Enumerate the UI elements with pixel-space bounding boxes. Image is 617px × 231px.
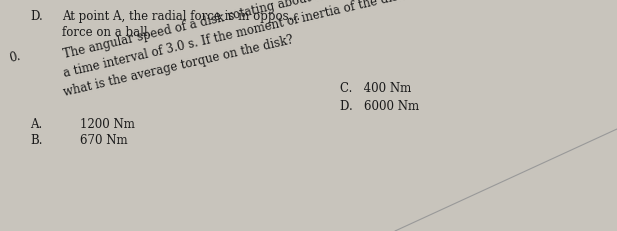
Text: A.: A. [30,118,42,131]
Text: force on a ball.: force on a ball. [62,26,151,39]
Text: D.: D. [30,10,43,23]
Text: what is the average torque on the disk?: what is the average torque on the disk? [62,33,295,98]
Text: The angular speed of a disk rotating about its axis increases by 2000 rad/s in: The angular speed of a disk rotating abo… [62,0,513,60]
Text: 0.: 0. [8,49,22,64]
Text: 1200 Nm: 1200 Nm [80,118,135,131]
Text: At point A, the radial force is in oppos…: At point A, the radial force is in oppos… [62,10,300,23]
Text: a time interval of 3.0 s. If the moment of inertia of the disk is 0.6 kg m²,: a time interval of 3.0 s. If the moment … [62,0,482,79]
Text: B.: B. [30,134,43,146]
Text: C.   400 Nm: C. 400 Nm [340,82,412,94]
Text: 670 Nm: 670 Nm [80,134,128,146]
Text: D.   6000 Nm: D. 6000 Nm [340,100,419,112]
